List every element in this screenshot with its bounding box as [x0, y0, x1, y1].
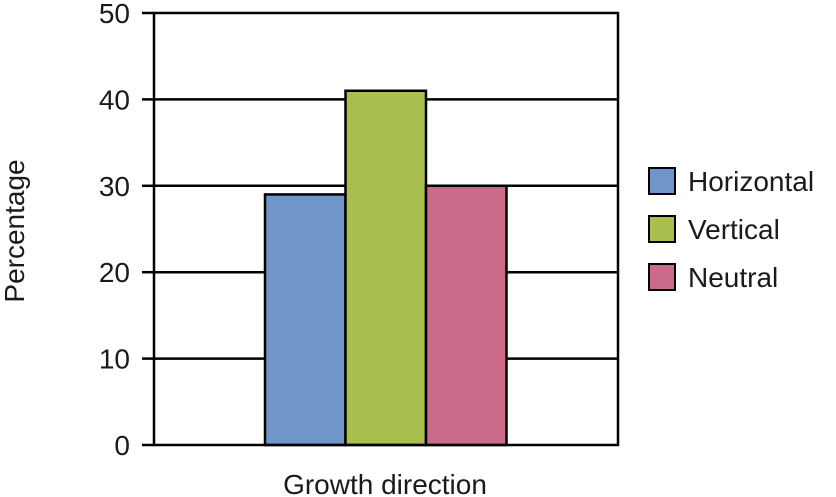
- x-axis-title: Growth direction: [283, 469, 487, 497]
- legend-label-neutral: Neutral: [688, 262, 778, 293]
- y-tick-label: 40: [99, 84, 130, 115]
- legend-swatch-neutral: [648, 263, 676, 291]
- y-tick-label: 50: [99, 0, 130, 29]
- y-tick-label: 10: [99, 344, 130, 375]
- y-tick-label: 20: [99, 257, 130, 288]
- y-tick-label: 0: [114, 430, 130, 461]
- bar-neutral: [424, 184, 508, 447]
- legend-label-horizontal: Horizontal: [688, 166, 814, 197]
- legend-swatch-horizontal: [648, 167, 676, 195]
- y-axis-title: Percentage: [0, 159, 30, 302]
- bar-vertical: [344, 89, 428, 447]
- legend-swatch-vertical: [648, 215, 676, 243]
- legend: Horizontal Vertical Neutral: [648, 166, 814, 293]
- y-axis-ticks: 0 10 20 30 40 50: [99, 0, 154, 461]
- bars: [263, 89, 508, 447]
- bar-horizontal: [263, 193, 347, 447]
- plot-frame: [152, 11, 620, 447]
- y-tick-label: 30: [99, 171, 130, 202]
- legend-label-vertical: Vertical: [688, 214, 780, 245]
